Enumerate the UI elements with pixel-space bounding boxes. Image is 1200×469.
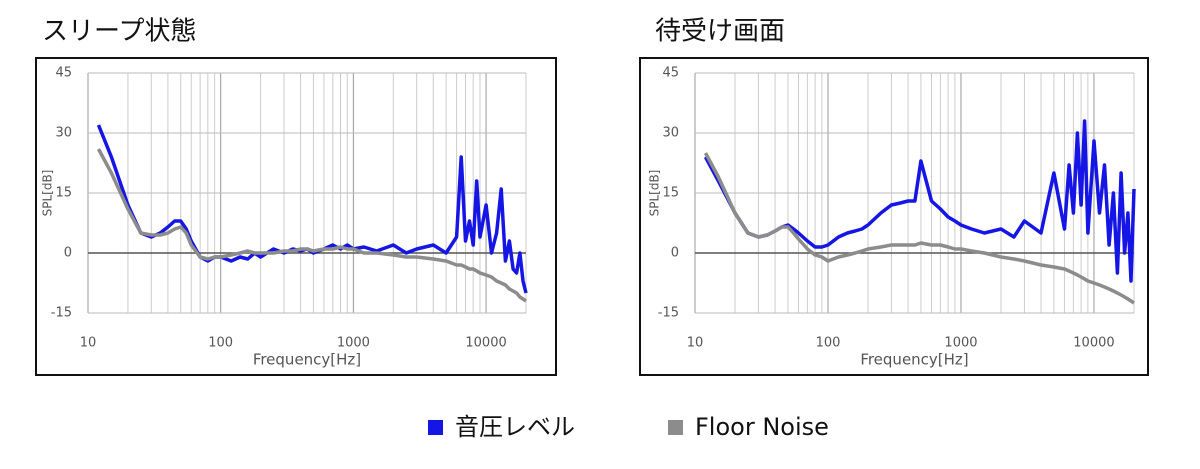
x-tick-label: 1000 — [337, 336, 370, 351]
y-tick-label: 0 — [64, 246, 72, 261]
series-line — [96, 124, 528, 294]
panel-frame — [639, 57, 1149, 376]
y-tick-label: 30 — [55, 126, 72, 141]
x-tick-label: 10000 — [465, 336, 506, 351]
legend-swatch — [428, 420, 443, 435]
chart-title: 待受け画面 — [655, 17, 785, 47]
x-tick-label: 100 — [208, 336, 233, 351]
y-tick-label: -15 — [51, 306, 72, 321]
y-tick-label: 45 — [662, 66, 679, 81]
panel-frame — [35, 57, 557, 376]
legend-label: Floor Noise — [695, 413, 829, 441]
x-axis-label: Frequency[Hz] — [860, 351, 968, 369]
x-tick-label: 100 — [816, 336, 841, 351]
y-tick-label: 45 — [55, 66, 72, 81]
x-axis-label: Frequency[Hz] — [253, 351, 361, 369]
x-tick-label: 10 — [80, 336, 97, 351]
y-tick-label: 15 — [55, 186, 72, 201]
y-tick-label: 15 — [662, 186, 679, 201]
x-tick-label: 1000 — [944, 336, 977, 351]
x-tick-label: 10 — [687, 336, 704, 351]
series-line — [703, 152, 1135, 305]
chart-title: スリープ状態 — [42, 17, 196, 47]
series-line — [96, 148, 527, 303]
y-tick-label: -15 — [658, 306, 679, 321]
y-tick-label: 30 — [662, 126, 679, 141]
y-tick-label: 0 — [671, 246, 679, 261]
y-axis-label: SPL[dB] — [648, 170, 662, 217]
legend-label: 音圧レベル — [455, 413, 575, 441]
x-tick-label: 10000 — [1073, 336, 1114, 351]
y-axis-label: SPL[dB] — [41, 170, 55, 217]
series-line — [703, 119, 1136, 283]
legend-swatch — [668, 420, 683, 435]
